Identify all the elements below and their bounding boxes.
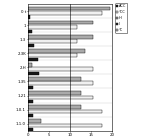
Bar (28, 124, 102, 127)
Bar (28, 7, 110, 10)
Bar (28, 72, 39, 75)
Bar (28, 44, 34, 47)
Bar (28, 128, 33, 131)
Bar (28, 67, 93, 71)
Bar (28, 15, 30, 19)
Bar (28, 58, 38, 61)
Bar (28, 110, 102, 113)
Bar (28, 49, 85, 53)
Bar (28, 95, 93, 99)
Bar (28, 91, 81, 95)
Bar (28, 86, 33, 89)
Bar (28, 30, 32, 33)
Bar (28, 100, 33, 103)
Bar (28, 63, 32, 67)
Bar (28, 39, 76, 43)
Bar (28, 77, 81, 81)
Bar (28, 21, 93, 24)
Bar (28, 119, 41, 123)
Bar (28, 114, 33, 117)
Legend: ACC, °CC, H°, l, °C: ACC, °CC, H°, l, °C (115, 3, 127, 33)
Bar (28, 25, 76, 29)
Bar (28, 81, 93, 85)
Bar (28, 105, 81, 109)
Bar (28, 53, 76, 57)
Bar (28, 35, 93, 39)
Bar (28, 11, 102, 15)
